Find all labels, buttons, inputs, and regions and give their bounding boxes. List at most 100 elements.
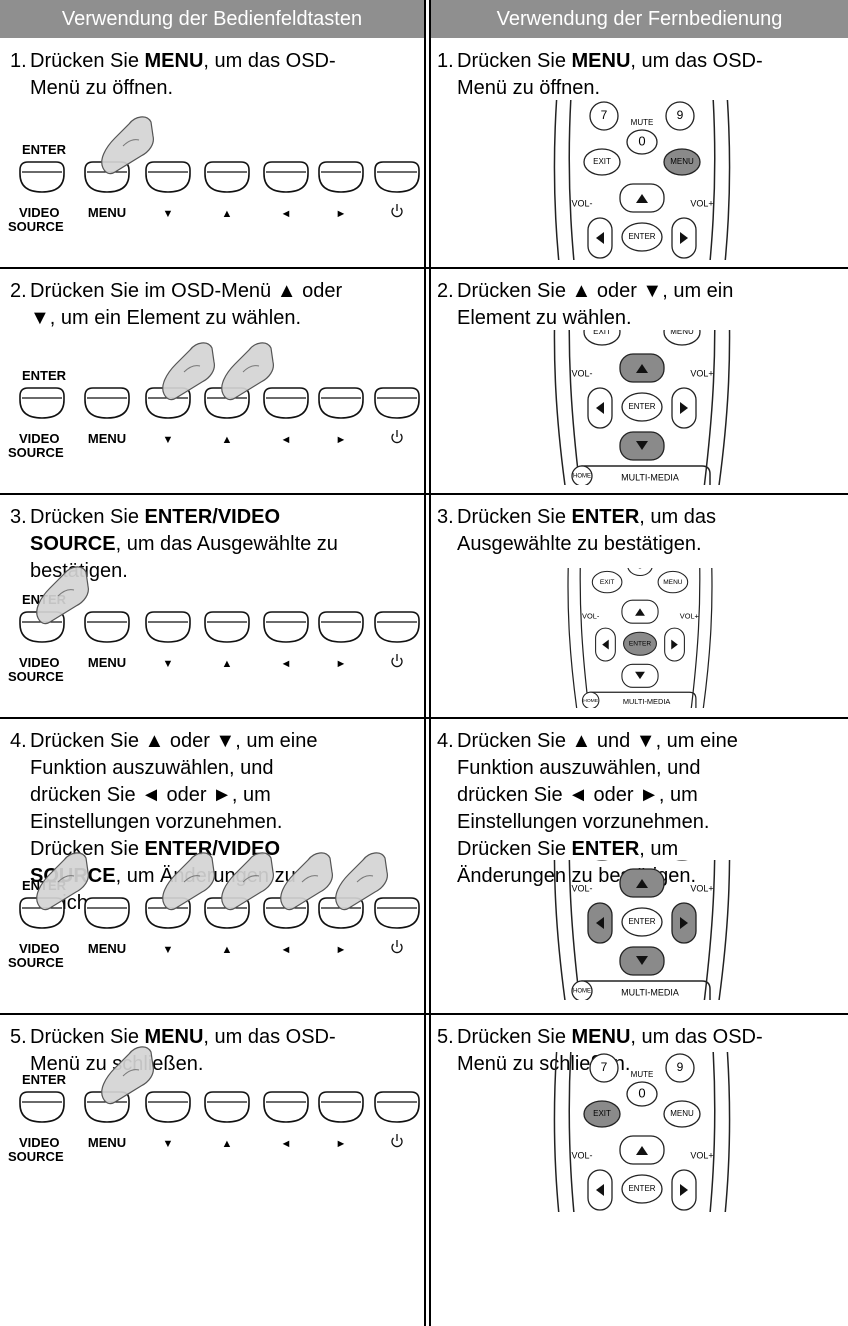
arrow-icon: [596, 232, 604, 244]
hand: [280, 852, 333, 911]
panel-label: ►: [336, 944, 347, 956]
panel-button: [204, 161, 250, 193]
remote-label: EXIT: [593, 157, 611, 166]
remote-outline: [553, 860, 566, 1000]
key-name: ENTER/VIDEO: [144, 506, 281, 528]
instruction: 5. Drücken Sie MENU, um das OSD- Menü zu s…: [437, 1024, 763, 1078]
remote-label: MULTI-MEDIA: [621, 472, 679, 482]
remote-button: [663, 1100, 701, 1128]
hand: [221, 852, 274, 911]
remote-label: MUTE: [631, 118, 654, 127]
panel-label: ▲: [222, 208, 233, 220]
text: ▼, um ein Element zu wählen.: [30, 307, 302, 329]
step-number: 5.: [437, 1026, 454, 1048]
text-line: drücken Sie ◄ oder ►, um: [10, 782, 318, 809]
text-line: Menü zu schließen.: [10, 1051, 336, 1078]
panel-label: ▼: [163, 944, 174, 956]
text: Drücken Sie: [30, 50, 145, 72]
remote-outline: [703, 330, 716, 485]
text-line: Drücken Sie MENU, um das OSD-: [437, 1024, 763, 1051]
text: Einstellungen vorzunehmen.: [457, 811, 710, 833]
remote: 79MUTE0EXITMENUVOL-VOL+ENTERHOMEMULTI-ME…: [553, 860, 731, 1000]
key-name: MENU: [144, 1026, 204, 1048]
remote-label: 7: [601, 1060, 608, 1074]
remote-button: [589, 1053, 619, 1083]
panel-label: MENU: [88, 1135, 126, 1150]
panel-label: ENTER: [22, 142, 67, 157]
power-icon: [391, 654, 403, 668]
text-line: Drücken Sie ENTER/VIDEO: [10, 836, 318, 863]
text: Einstellungen vorzunehmen.: [30, 811, 283, 833]
panel-button: [318, 1091, 364, 1123]
panel-button: [374, 611, 420, 643]
remote-label: HOME: [573, 989, 591, 995]
remote-button: [583, 148, 621, 176]
text-line: Drücken Sie ▲ und ▼, um eine: [437, 728, 738, 755]
step-number: 3.: [437, 506, 454, 528]
panel-label: SOURCE: [8, 445, 64, 460]
remote-outline: [553, 330, 566, 485]
hand: [101, 116, 154, 175]
panel-label: MENU: [88, 941, 126, 956]
text: Drücken Sie: [457, 50, 572, 72]
remote-outline: [702, 568, 713, 708]
panel-button: [204, 1091, 250, 1123]
panel-button: [84, 611, 130, 643]
text-line: Ausgewählte zu bestätigen.: [437, 531, 716, 558]
arrow-icon: [596, 917, 604, 929]
hand-crease: [183, 365, 201, 373]
remote-label: ENTER: [628, 917, 655, 926]
header-left: Verwendung der Bedienfeldtasten: [0, 0, 424, 38]
text: Ausgewählte zu bestätigen.: [457, 533, 702, 555]
panel-button: [145, 611, 191, 643]
remote-button: [591, 570, 623, 594]
text: drücken Sie ◄ oder ►, um: [457, 784, 698, 806]
remote-button: [583, 1100, 621, 1128]
remote-button: [657, 570, 689, 594]
instruction: 1. Drücken Sie MENU, um das OSD- Menü zu ö…: [10, 48, 336, 102]
key-name: ENTER: [571, 838, 640, 860]
text: Drücken Sie: [457, 506, 572, 528]
remote-outline: [718, 330, 731, 485]
text-line: Einstellungen vorzunehmen.: [10, 809, 318, 836]
step-number: 2.: [10, 280, 27, 302]
panel-label: ▼: [163, 658, 174, 670]
panel-label: ▼: [163, 208, 174, 220]
key-name: SOURCE: [30, 533, 116, 555]
panel-label: ▼: [163, 434, 174, 446]
remote-outline: [567, 568, 578, 708]
panel-button: [374, 897, 420, 929]
step-number: 2.: [437, 280, 454, 302]
remote-label: VOL+: [690, 1150, 713, 1160]
text: Drücken Sie ▲ oder ▼, um eine: [30, 730, 318, 752]
text: Drücken Sie: [457, 1026, 572, 1048]
instruction: 1. Drücken Sie MENU, um das OSD- Menü zu ö…: [437, 48, 763, 102]
remote-label: MULTI-MEDIA: [621, 987, 679, 997]
remote-button: [621, 907, 663, 937]
panel-label: ▲: [222, 658, 233, 670]
row-line: [0, 717, 848, 719]
remote-label: 7: [601, 108, 608, 122]
remote-label: MUTE: [631, 1070, 654, 1079]
step-number: 1.: [10, 50, 27, 72]
text: Drücken Sie ▲ und ▼, um eine: [457, 730, 738, 752]
header-right: Verwendung der Fernbedienung: [431, 0, 848, 38]
panel-label: SOURCE: [8, 669, 64, 684]
remote-label: VOL-: [571, 198, 592, 208]
remote-outline: [568, 1052, 575, 1212]
panel-label: ▲: [222, 434, 233, 446]
remote-button: [621, 222, 663, 252]
panel-label: SOURCE: [8, 1149, 64, 1164]
hand-crease: [301, 875, 319, 883]
divider: [429, 0, 431, 1326]
panel-label: ▼: [163, 1138, 174, 1150]
remote-label: EXIT: [600, 579, 615, 586]
remote-label: EXIT: [593, 1109, 611, 1118]
text: drücken Sie ◄ oder ►, um: [30, 784, 271, 806]
text: Drücken Sie: [30, 838, 145, 860]
text-line: Einstellungen vorzunehmen.: [437, 809, 738, 836]
remote-label: VOL+: [680, 612, 699, 621]
